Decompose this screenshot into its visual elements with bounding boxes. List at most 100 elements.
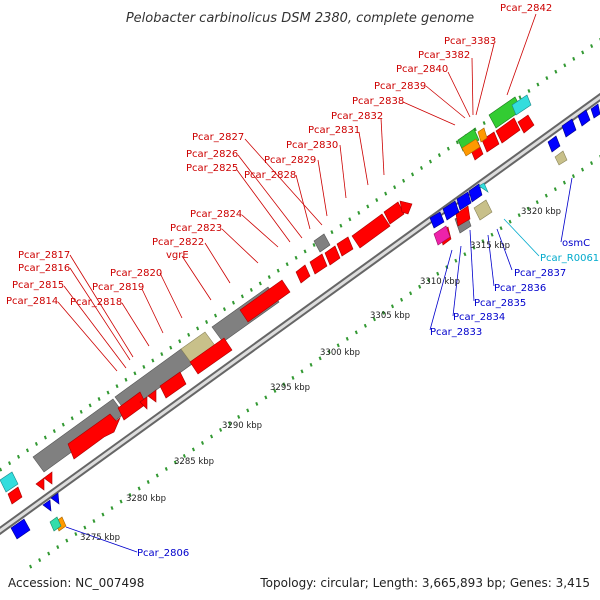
guide-dot bbox=[210, 434, 214, 439]
gene-label[interactable]: Pcar_2816 bbox=[18, 263, 70, 274]
gene-label[interactable]: Pcar_2823 bbox=[170, 223, 222, 234]
gene-block-khaki[interactable] bbox=[473, 199, 493, 221]
gene-label[interactable]: Pcar_2826 bbox=[186, 149, 238, 160]
guide-dot bbox=[372, 317, 376, 322]
gene-label[interactable]: Pcar_3383 bbox=[444, 36, 496, 47]
gene-label[interactable]: Pcar_2831 bbox=[308, 125, 360, 136]
gene-arrow[interactable] bbox=[495, 117, 521, 144]
gene-arrow[interactable] bbox=[399, 200, 413, 215]
gene-block-orange[interactable] bbox=[477, 127, 488, 143]
gene-arrow[interactable] bbox=[50, 492, 60, 505]
gene-block-magenta[interactable] bbox=[433, 225, 451, 246]
gene-label[interactable]: Pcar_2814 bbox=[6, 296, 58, 307]
gene-label[interactable]: Pcar_2818 bbox=[70, 297, 122, 308]
gene-label[interactable]: Pcar_2837 bbox=[514, 268, 566, 279]
gene-label[interactable]: Pcar_2842 bbox=[500, 3, 552, 14]
gene-block-cyan[interactable] bbox=[511, 94, 532, 116]
gene-label[interactable]: Pcar_2840 bbox=[396, 64, 448, 75]
gene-arrow[interactable] bbox=[547, 135, 561, 153]
gene-arrow[interactable] bbox=[67, 413, 121, 460]
gene-label[interactable]: Pcar_2836 bbox=[494, 283, 546, 294]
gene-arrow[interactable] bbox=[429, 211, 445, 229]
guide-dot bbox=[526, 206, 530, 211]
gene-label[interactable]: Pcar_3382 bbox=[418, 50, 470, 61]
gene-label[interactable]: Pcar_2838 bbox=[352, 96, 404, 107]
gene-arrow[interactable] bbox=[139, 396, 148, 410]
gene-arrow[interactable] bbox=[309, 253, 328, 275]
gene-arrow[interactable] bbox=[239, 279, 291, 323]
gene-block-orange[interactable] bbox=[461, 138, 481, 157]
gene-arrow[interactable] bbox=[577, 109, 591, 127]
gene-label[interactable]: vgrE bbox=[166, 250, 189, 261]
gene-label[interactable]: Pcar_2815 bbox=[12, 280, 64, 291]
gene-label[interactable]: Pcar_R0061 bbox=[540, 253, 599, 264]
guide-dot bbox=[517, 213, 521, 218]
gene-arrow[interactable] bbox=[10, 518, 31, 540]
guide-dot bbox=[65, 538, 69, 543]
guide-dot bbox=[436, 271, 440, 276]
gene-label[interactable]: Pcar_2822 bbox=[152, 237, 204, 248]
gene-label[interactable]: Pcar_2828 bbox=[244, 170, 296, 181]
scale-label: 3280 kbp bbox=[126, 494, 166, 504]
gene-label[interactable]: Pcar_2839 bbox=[374, 81, 426, 92]
gene-arrow[interactable] bbox=[517, 114, 535, 134]
guide-dot bbox=[8, 461, 12, 466]
gene-arrow[interactable] bbox=[383, 201, 405, 225]
gene-block[interactable] bbox=[32, 398, 125, 473]
gene-label[interactable]: Pcar_2829 bbox=[264, 155, 316, 166]
gene-label[interactable]: osmC bbox=[562, 238, 590, 249]
gene-block-green[interactable] bbox=[457, 128, 480, 152]
gene-arrow[interactable] bbox=[295, 264, 311, 284]
gene-label[interactable]: Pcar_2824 bbox=[190, 209, 242, 220]
gene-label[interactable]: Pcar_2830 bbox=[286, 140, 338, 151]
guide-dot bbox=[34, 441, 38, 446]
gene-arrow[interactable] bbox=[159, 371, 187, 399]
guide-dot bbox=[527, 88, 531, 93]
gene-arrow[interactable] bbox=[43, 471, 53, 485]
scale-labels: 3275 kbp 3280 kbp 3285 kbp 3290 kbp 3295 kbp… bbox=[80, 207, 561, 543]
guide-dot bbox=[393, 185, 397, 190]
gene-arrow[interactable] bbox=[351, 213, 391, 249]
guide-dot bbox=[545, 76, 549, 81]
gene-arrow[interactable] bbox=[147, 389, 157, 403]
guide-dot bbox=[318, 356, 322, 361]
gene-label[interactable]: Pcar_2817 bbox=[18, 250, 70, 261]
gene-arrow[interactable] bbox=[456, 191, 472, 211]
gene-label[interactable]: Pcar_2834 bbox=[453, 312, 505, 323]
guide-dot bbox=[61, 422, 65, 427]
gene-arrow[interactable] bbox=[442, 200, 460, 221]
gene-arrow[interactable] bbox=[42, 499, 52, 512]
guide-dot bbox=[590, 161, 594, 166]
gene-arrow[interactable] bbox=[7, 486, 23, 505]
gene-label[interactable]: Pcar_2819 bbox=[92, 282, 144, 293]
guide-dot bbox=[231, 300, 235, 305]
gene-label[interactable]: Pcar_2825 bbox=[186, 163, 238, 174]
gene-arrow[interactable] bbox=[455, 205, 471, 227]
gene-label[interactable]: Pcar_2835 bbox=[474, 298, 526, 309]
gene-arrow[interactable] bbox=[189, 337, 233, 375]
guide-dot bbox=[472, 245, 476, 250]
gene-block-cyan[interactable] bbox=[0, 471, 19, 493]
gene-block[interactable] bbox=[313, 233, 331, 253]
gene-block-teal[interactable] bbox=[49, 516, 62, 532]
guide-dot bbox=[276, 268, 280, 273]
guide-dot bbox=[590, 44, 594, 48]
gene-arrow[interactable] bbox=[468, 183, 483, 203]
gene-arrow[interactable] bbox=[590, 103, 600, 119]
guide-dot bbox=[508, 219, 512, 224]
scale-label: 3290 kbp bbox=[222, 421, 262, 431]
gene-label[interactable]: Pcar_2833 bbox=[430, 327, 482, 338]
gene-arrow[interactable] bbox=[35, 477, 45, 491]
gene-block-khaki[interactable] bbox=[554, 150, 568, 166]
gene-arrow[interactable] bbox=[561, 118, 577, 138]
gene-label[interactable]: Pcar_2832 bbox=[331, 111, 383, 122]
gene-arrow[interactable] bbox=[336, 236, 354, 257]
guide-dot bbox=[79, 409, 83, 414]
gene-label[interactable]: Pcar_2806 bbox=[137, 548, 189, 559]
gene-arrow[interactable] bbox=[481, 131, 500, 153]
gene-label[interactable]: Pcar_2820 bbox=[110, 268, 162, 279]
gene-block-cyan[interactable] bbox=[478, 182, 489, 193]
gene-arrow[interactable] bbox=[324, 245, 341, 266]
gene-label[interactable]: Pcar_2827 bbox=[192, 132, 244, 143]
guide-dot bbox=[400, 297, 404, 302]
